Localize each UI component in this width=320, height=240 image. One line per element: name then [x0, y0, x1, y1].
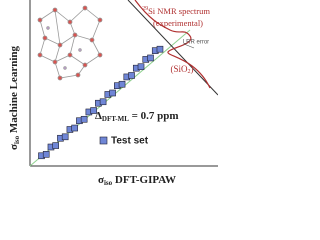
point: [147, 54, 154, 62]
point: [128, 72, 135, 79]
legend-label: Test set: [111, 136, 149, 147]
label-text: = 0.7 ppm: [129, 110, 179, 122]
legend-swatch: [99, 136, 108, 145]
annotation: ΔDFT-ML = 0.7 ppm: [95, 110, 179, 123]
point: [52, 142, 60, 149]
point: [137, 63, 145, 71]
point: [109, 89, 116, 97]
symbol: σ: [8, 144, 20, 150]
y-axis-label: σiso Machine Learning: [8, 46, 21, 150]
spectrum-axis: [127, 0, 218, 96]
error-pointer: [183, 43, 195, 49]
spectrum-curve: [134, 0, 211, 89]
label-end: ): [191, 64, 194, 74]
point: [90, 107, 97, 114]
spectrum-label-line2: (experimental): [153, 18, 203, 28]
subscript: 2: [188, 69, 191, 75]
subscript: iso: [13, 135, 21, 144]
point: [80, 115, 88, 123]
label-text: DFT-GIPAW: [112, 174, 176, 186]
superscript: 29: [142, 6, 148, 12]
point: [71, 124, 78, 132]
point: [99, 98, 107, 106]
structure: [37, 5, 103, 81]
point: [61, 133, 69, 141]
point: [118, 80, 126, 88]
point: [156, 45, 164, 53]
label-text: Si NMR spectrum: [148, 6, 210, 16]
symbol: σ: [98, 174, 104, 186]
chart: 29Si NMR spectrum (experimental) LRR err…: [8, 0, 218, 187]
material-label: (SiO2): [170, 64, 193, 75]
label-text: (SiO: [170, 64, 188, 74]
error-label: LRR error: [183, 40, 209, 46]
point: [42, 151, 50, 158]
label-text: Machine Learning: [8, 46, 20, 136]
spectrum-label: 29Si NMR spectrum: [142, 6, 210, 16]
subscript: DFT-ML: [102, 115, 129, 123]
subscript: iso: [104, 179, 113, 187]
x-axis-label: σiso DFT-GIPAW: [98, 174, 176, 187]
symbol: Δ: [95, 110, 102, 122]
